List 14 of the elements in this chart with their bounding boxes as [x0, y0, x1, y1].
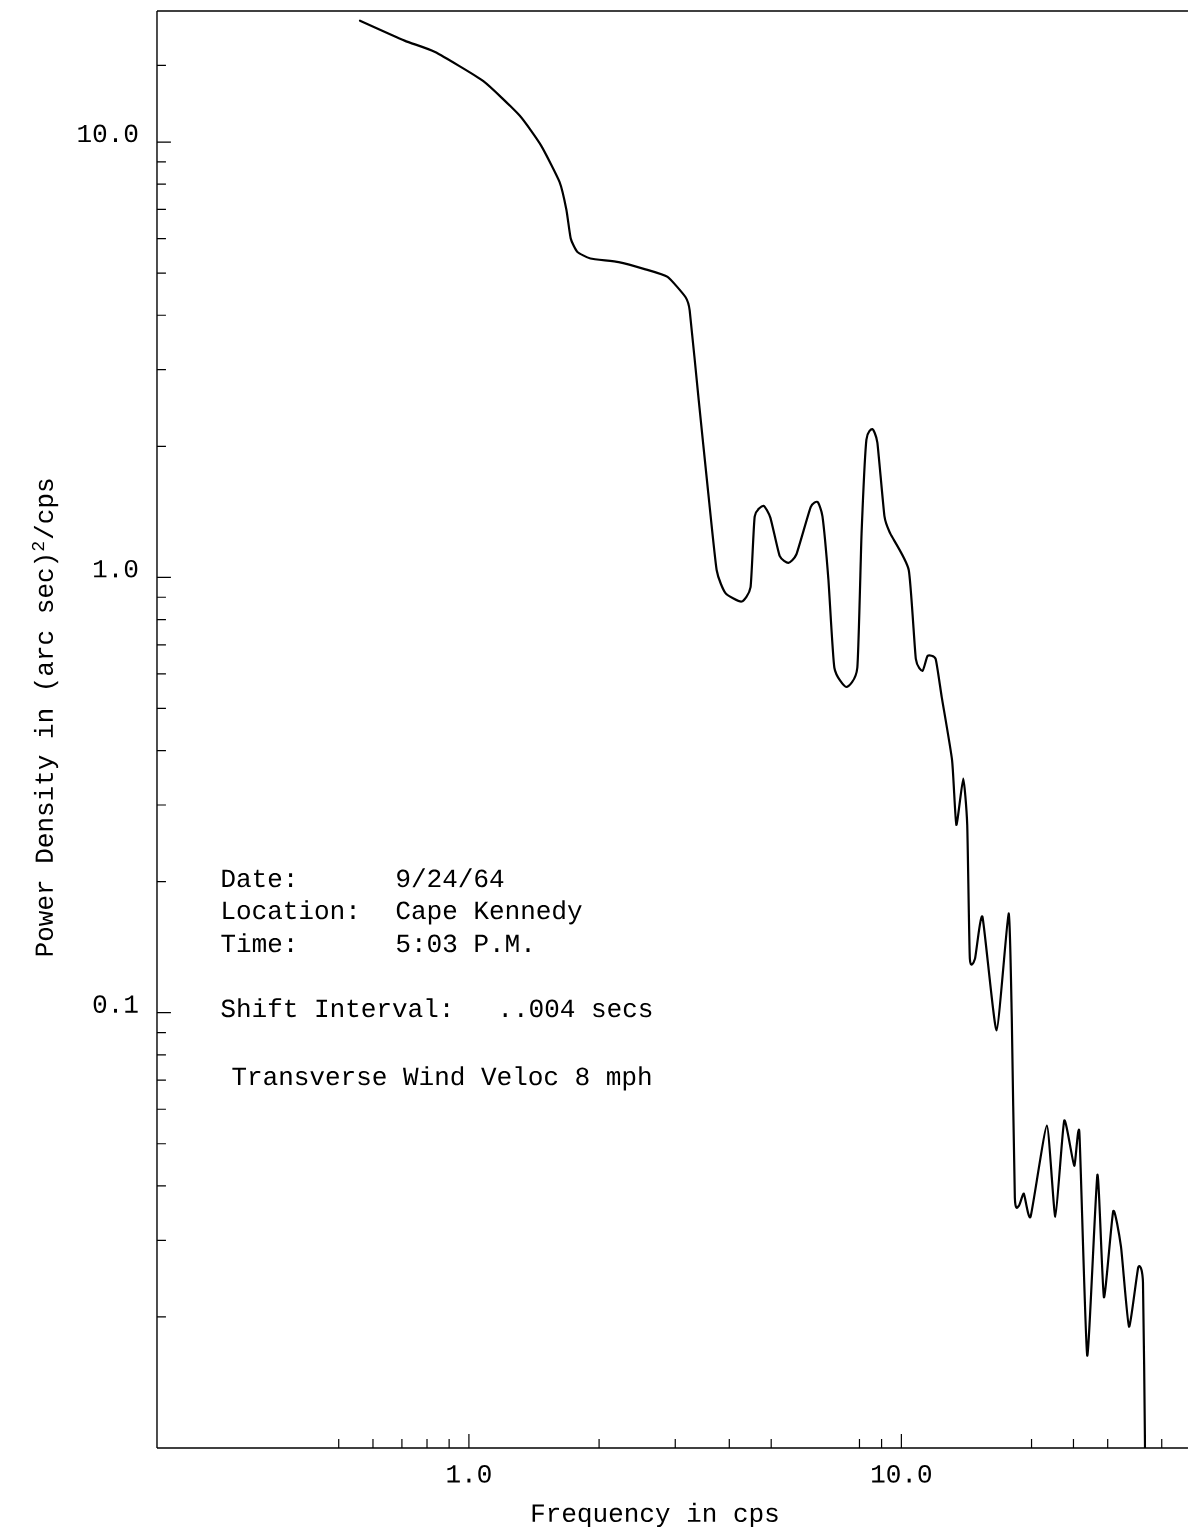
y-tick-label: 1.0: [94, 559, 138, 578]
annotation: Date:: [222, 869, 293, 888]
annotation: Time:: [221, 933, 293, 953]
annotation: 9/24/64: [397, 868, 504, 888]
annotation: Location:: [223, 900, 355, 920]
y-tick-label: 10.0: [78, 124, 138, 143]
annotation: ..004 secs: [503, 999, 652, 1018]
y-axis-title: Power Density in (arc sec)$^{2}$/cps: [31, 479, 59, 956]
annotation: Shift Interval:: [221, 998, 449, 1018]
x-axis-title: Frequency in cps: [532, 1502, 778, 1528]
annotation: Transverse Wind Veloc 8 mph: [232, 1066, 651, 1091]
y-tick-label: 0.1: [93, 995, 138, 1013]
annotation: 5:03 P.M.: [397, 934, 530, 953]
annotation: Cape Kennedy: [396, 900, 582, 925]
